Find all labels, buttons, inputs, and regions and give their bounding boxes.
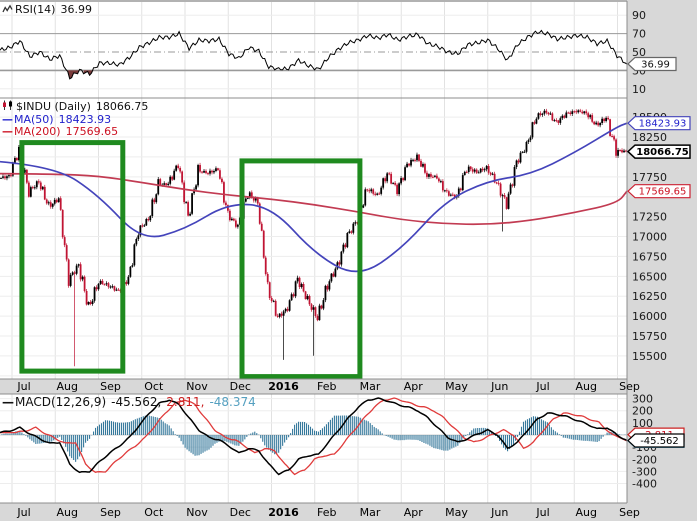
axis-label: 16250 (632, 290, 667, 303)
axis-label: Jun (490, 506, 508, 519)
axis-label: Oct (144, 380, 164, 393)
axis-label: -400 (632, 478, 657, 491)
annotation-rectangle-2 (239, 158, 363, 380)
axis-label: Dec (230, 506, 251, 519)
axis-label: Sep (100, 380, 121, 393)
axis-label: -45.562 (640, 436, 679, 447)
axis-label: Mar (360, 380, 381, 393)
macd-label: MACD(12,26,9) (15, 395, 107, 409)
axis-label: Nov (186, 506, 208, 519)
axis-label: May (445, 380, 468, 393)
ma50-label: MA(50) (14, 113, 54, 126)
macd-signal-line (0, 397, 628, 476)
ma200-line-swatch: — (2, 125, 13, 138)
axis-label: 18423.93 (639, 119, 687, 130)
ma50-value: 18423.93 (58, 113, 112, 126)
macd-signal-value: -48.374 (209, 395, 256, 409)
ma200-line (0, 172, 628, 226)
axis-label: 18250 (632, 131, 667, 144)
axis-label: May (445, 506, 468, 519)
value-tag (626, 144, 691, 159)
value-tag (627, 116, 691, 131)
price-symbol: $INDU (Daily) (16, 100, 91, 113)
annotation-rectangle-1 (19, 140, 126, 374)
axis-label: 2016 (268, 506, 299, 519)
ma200-legend: —MA(200) 17569.65 (2, 126, 118, 137)
axis-label: 2016 (268, 380, 299, 393)
candles-up-bodies (0, 110, 625, 321)
axis-label: 17750 (632, 171, 667, 184)
axis-label: Feb (317, 380, 336, 393)
axis-label: Aug (576, 506, 597, 519)
candles-down-bodies (4, 110, 627, 321)
value-tag (627, 56, 677, 72)
axis-label: Aug (576, 380, 597, 393)
rsi-plot-area (0, 2, 627, 98)
candlestick-icon (2, 100, 14, 113)
axis-label: 15500 (632, 350, 667, 363)
value-tag (627, 184, 691, 199)
macd-line (0, 397, 628, 476)
axis-label: 70 (632, 28, 646, 41)
axis-label: Sep (619, 380, 640, 393)
macd-hist-value: 2.811, (166, 395, 205, 409)
axis-label: Jun (490, 380, 508, 393)
ma200-value: 17569.65 (65, 125, 119, 138)
macd-plot-area (0, 394, 627, 503)
axis-label: 90 (632, 9, 646, 22)
axis-label: 100 (632, 417, 653, 430)
axis-label: 200 (632, 405, 653, 418)
macd-line-swatch: — (2, 395, 14, 409)
axis-label: Jul (535, 506, 549, 519)
axis-label: Mar (360, 506, 381, 519)
axis-label: 15750 (632, 330, 667, 343)
axis-label: Jul (16, 380, 30, 393)
axis-label: Dec (230, 380, 251, 393)
ma50-line-swatch: — (2, 113, 13, 126)
rsi-value: 36.99 (60, 3, 92, 16)
axis-label: Aug (57, 506, 78, 519)
line-chart-icon (2, 4, 13, 16)
axis-label: Sep (619, 506, 640, 519)
axis-label: 18066.75 (636, 147, 689, 158)
axis-label: 300 (632, 393, 653, 406)
axis-label: 17250 (632, 211, 667, 224)
axis-label: 10 (632, 83, 646, 96)
axis-label: 16000 (632, 310, 667, 323)
rsi-line (0, 29, 628, 80)
axis-label: 36.99 (641, 59, 670, 70)
ma50-legend: —MA(50) 18423.93 (2, 114, 111, 125)
price-last-value: 18066.75 (95, 100, 149, 113)
price-symbol-line: $INDU (Daily) 18066.75 (2, 100, 148, 113)
axis-label: Jul (535, 380, 549, 393)
axis-label: Aug (57, 380, 78, 393)
macd-header: —MACD(12,26,9) -45.562, 2.811, -48.374 (2, 395, 256, 409)
ma200-label: MA(200) (14, 125, 61, 138)
axis-label: 50 (632, 46, 646, 59)
axis-label: 16750 (632, 250, 667, 263)
panel-borders (0, 0, 628, 504)
ma50-line (0, 122, 628, 273)
rsi-header: RSI(14) 36.99 (2, 4, 92, 16)
axis-label: -200 (632, 453, 657, 466)
axis-label: Feb (317, 506, 336, 519)
axis-label: 17000 (632, 231, 667, 244)
value-tag (627, 433, 685, 448)
axis-label: Oct (144, 506, 164, 519)
rsi-label: RSI(14) (15, 3, 56, 16)
axis-label: 17569.65 (639, 187, 687, 198)
axis-label: -300 (632, 465, 657, 478)
axis-label: Jul (16, 506, 30, 519)
axis-label: Sep (100, 506, 121, 519)
axis-label: Apr (404, 380, 424, 393)
axis-label: 16500 (632, 270, 667, 283)
macd-line-value: -45.562, (111, 395, 162, 409)
axis-label: Apr (404, 506, 424, 519)
axis-label: Nov (186, 380, 208, 393)
